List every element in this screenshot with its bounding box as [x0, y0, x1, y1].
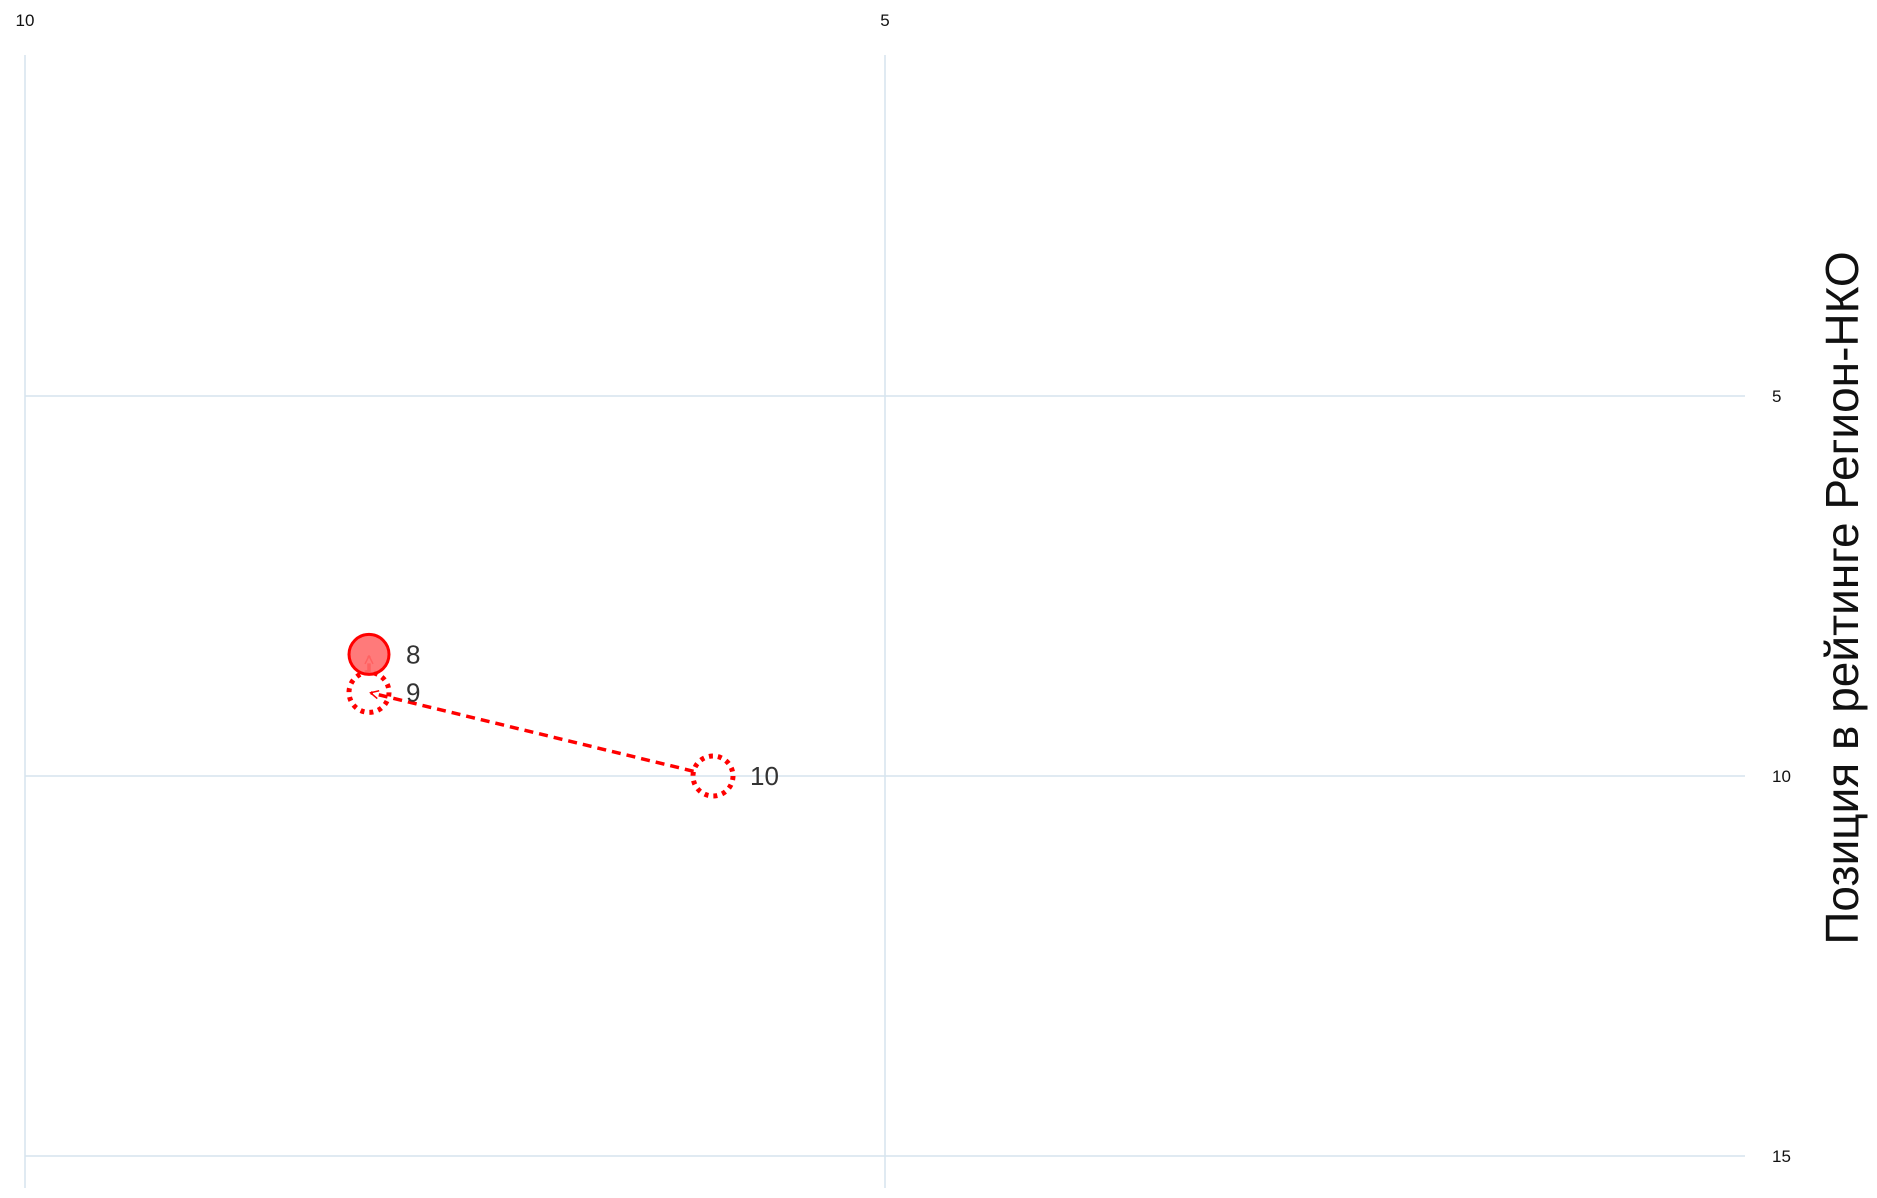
current-point-marker — [347, 632, 391, 676]
past-point-marker — [346, 669, 392, 715]
trajectory-path — [369, 656, 694, 773]
past-point-marker — [690, 753, 736, 799]
point-label: 8 — [406, 639, 420, 669]
tick-labels: 10 5 5 10 15 — [16, 11, 1791, 1166]
y-tick-label: 15 — [1772, 1147, 1791, 1166]
data-points: 10 9 8 — [346, 632, 779, 799]
point-label: 9 — [406, 677, 420, 707]
y-axis-title: Позиция в рейтинге Регион-НКО — [1816, 251, 1868, 944]
point-label: 10 — [750, 761, 779, 791]
x-tick-label: 5 — [880, 11, 889, 30]
y-tick-label: 10 — [1772, 767, 1791, 786]
trajectory-arrow — [371, 693, 694, 773]
grid-layer — [24, 55, 1745, 1188]
y-tick-label: 5 — [1772, 387, 1781, 406]
x-tick-label: 10 — [16, 11, 35, 30]
